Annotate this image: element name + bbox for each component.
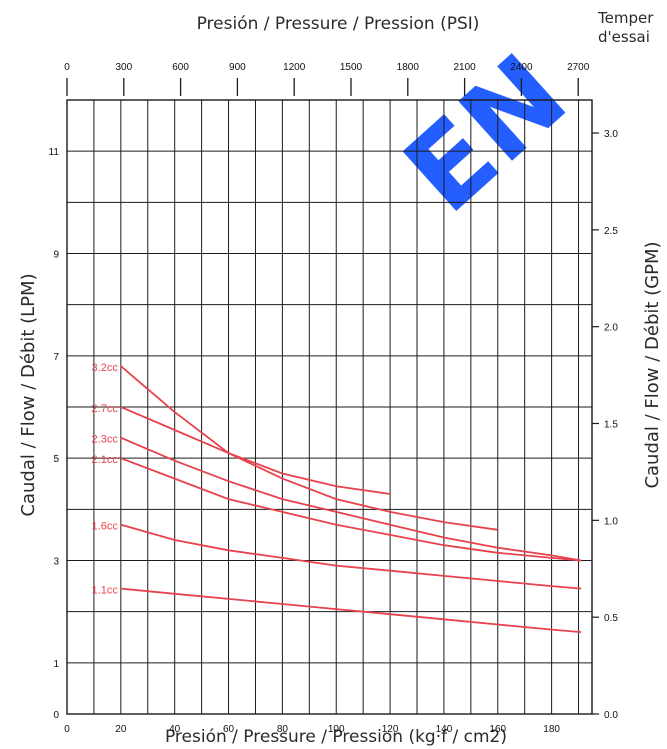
y-tick-label: 11 <box>49 147 60 158</box>
series-label: 2.7cc <box>92 403 119 415</box>
y-axis-title: Caudal / Flow / Débit (LPM) <box>18 273 39 516</box>
x-tick-label: 80 <box>277 724 289 735</box>
y-right-tick-label: 1.0 <box>604 516 618 527</box>
x-tick-label: 40 <box>169 724 181 735</box>
x-tick-label: 100 <box>328 724 345 735</box>
x-top-tick-label: 1800 <box>397 62 420 73</box>
series-line-2-7cc <box>120 406 498 531</box>
x-axis-title: Presión / Pressure / Pression (kg·f / cm… <box>165 727 507 747</box>
x-top-tick-label: 2400 <box>510 62 533 73</box>
y-right-axis-title: Caudal / Flow / Débit (GPM) <box>642 241 663 488</box>
x-top-tick-label: 2700 <box>567 62 590 73</box>
y-right-tick-label: 0.5 <box>604 613 618 624</box>
y-right-tick-label: 2.5 <box>604 226 618 237</box>
x-tick-label: 140 <box>436 724 453 735</box>
series-label: 2.1cc <box>92 454 119 466</box>
plot-grid <box>66 99 593 715</box>
x-top-tick-label: 2100 <box>453 62 476 73</box>
top-axis-title: Presión / Pressure / Pression (PSI) <box>197 14 480 34</box>
y-tick-label: 5 <box>53 454 59 465</box>
x-top-tick-label: 1200 <box>283 62 306 73</box>
side-note-line-1: Temper <box>597 9 654 27</box>
x-top-tick-label: 0 <box>64 62 70 73</box>
side-note-line-2: d'essai <box>598 28 650 46</box>
x-top-tick-label: 300 <box>115 62 132 73</box>
series-line-2-1cc <box>120 457 582 562</box>
series-label: 1.1cc <box>92 585 119 597</box>
y-right-tick-label: 0.0 <box>604 710 618 721</box>
x-top-tick-label: 900 <box>229 62 246 73</box>
series-line-1-1cc <box>120 587 582 633</box>
series-label: 1.6cc <box>92 521 119 533</box>
x-tick-label: 160 <box>489 724 506 735</box>
y-tick-label: 0 <box>53 710 59 721</box>
x-tick-label: 60 <box>223 724 235 735</box>
series-label: 2.3cc <box>92 434 119 446</box>
y-tick-label: 1 <box>53 659 59 670</box>
series-line-1-6cc <box>120 523 582 590</box>
x-tick-label: 180 <box>543 724 560 735</box>
y-right-tick-label: 3.0 <box>604 129 618 140</box>
x-tick-label: 0 <box>64 724 70 735</box>
y-tick-label: 3 <box>53 557 59 568</box>
y-tick-label: 9 <box>53 250 59 261</box>
series-line-3-2cc <box>120 365 391 495</box>
y-tick-label: 7 <box>53 352 59 363</box>
x-top-tick-label: 600 <box>172 62 189 73</box>
plot-frame <box>66 99 593 715</box>
series-line-2-3cc <box>120 436 582 562</box>
y-right-tick-label: 1.5 <box>604 420 618 431</box>
x-top-tick-label: 1500 <box>340 62 363 73</box>
y-right-tick-label: 2.0 <box>604 323 618 334</box>
series-layer: 3.2cc 2.7cc 2.3cc 2.1cc 1.6cc 1.1cc <box>92 362 582 633</box>
x-tick-label: 20 <box>115 724 127 735</box>
series-label: 3.2cc <box>92 362 119 374</box>
x-tick-label: 120 <box>382 724 399 735</box>
